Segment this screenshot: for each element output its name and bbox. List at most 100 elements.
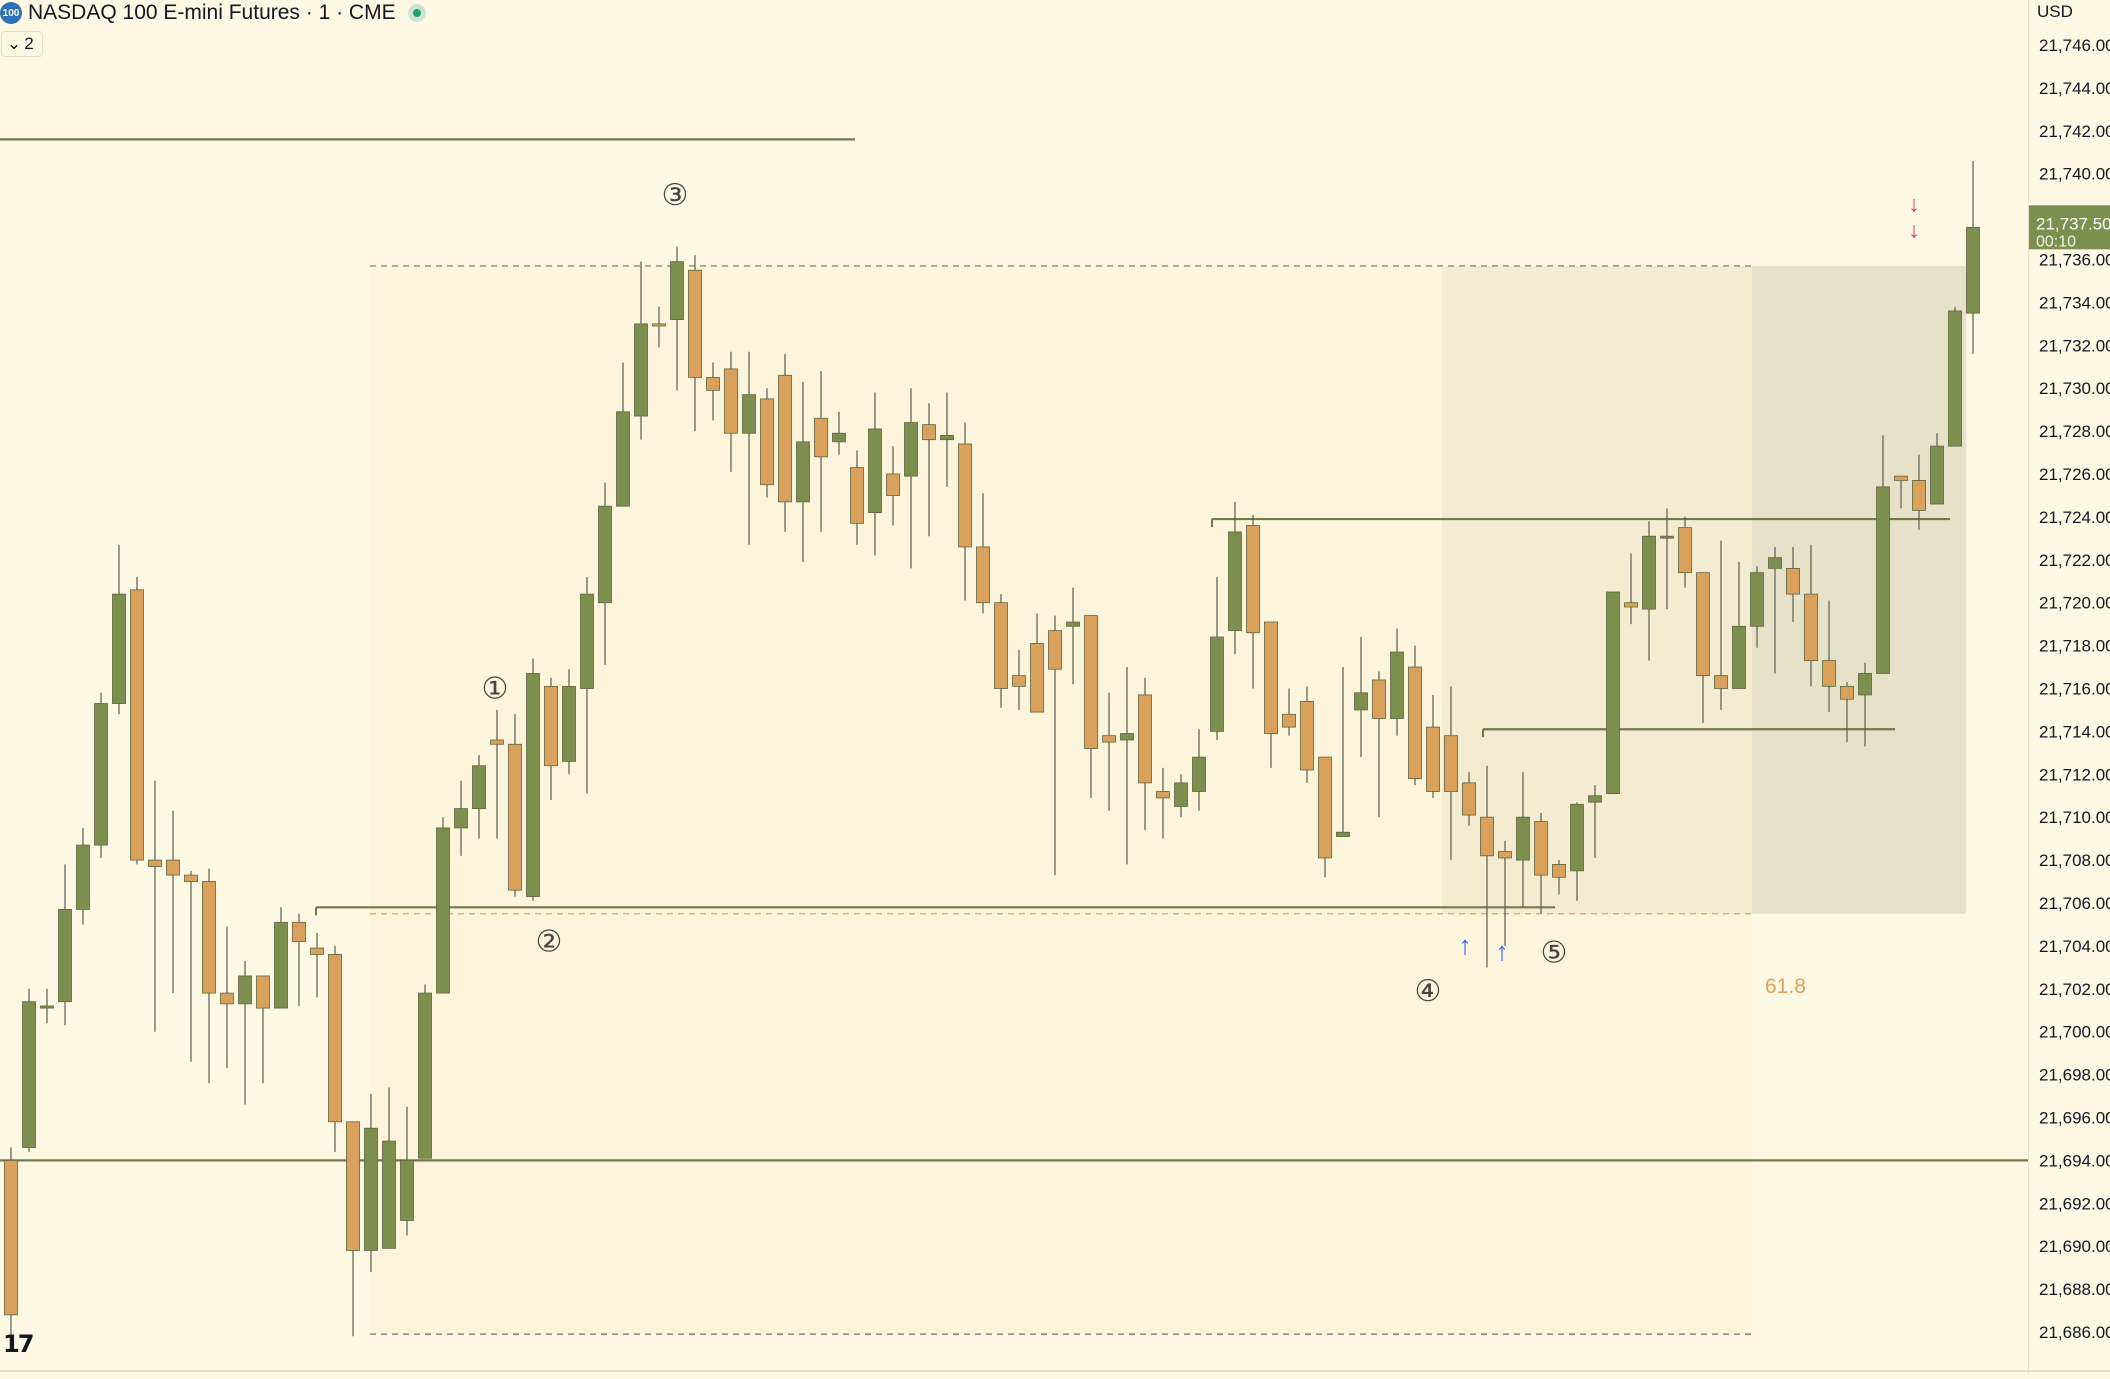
bear-candle — [724, 368, 738, 434]
bear-candle — [706, 377, 720, 391]
bear-candle — [1624, 602, 1638, 608]
bear-candle — [1480, 816, 1494, 857]
y-tick-label: 21,710.00 — [2039, 808, 2110, 827]
bull-candle — [1606, 591, 1620, 795]
bear-candle — [4, 1160, 18, 1316]
bear-candle — [1678, 527, 1692, 574]
y-tick-label: 21,706.00 — [2039, 894, 2110, 913]
y-tick-label: 21,746.00 — [2039, 36, 2110, 55]
bull-candle — [1930, 445, 1944, 505]
bull-candle — [1948, 310, 1962, 447]
bear-candle — [1426, 726, 1440, 792]
y-tick-label: 21,720.00 — [2039, 594, 2110, 613]
bear-candle — [1786, 567, 1800, 595]
bull-candle — [1570, 803, 1584, 872]
bull-candle — [418, 992, 432, 1159]
bear-candle — [1300, 700, 1314, 771]
bull-candle — [58, 909, 72, 1003]
chart-title[interactable]: NASDAQ 100 E-mini Futures · 1 · CME — [28, 1, 396, 24]
chevron-down-icon: ⌄ — [7, 34, 22, 53]
entry-arrow-icon: ↑ — [1496, 936, 1509, 966]
bull-candle — [940, 434, 954, 441]
bear-candle — [310, 947, 324, 955]
bull-candle — [454, 808, 468, 829]
bull-candle — [400, 1160, 414, 1221]
bull-candle — [1966, 226, 1980, 314]
bull-candle — [1516, 816, 1530, 861]
bear-candle — [1696, 572, 1710, 677]
bull-candle — [1066, 621, 1080, 627]
bear-candle — [1534, 821, 1548, 876]
bear-candle — [508, 743, 522, 891]
bull-candle — [112, 593, 126, 704]
exit-arrow-icon: ↓ — [1909, 192, 1920, 217]
indicator-collapse-button[interactable]: ⌄ 2 — [1, 31, 43, 57]
bear-candle — [1318, 756, 1332, 859]
wave-label: ⑤ — [1541, 936, 1568, 969]
bull-candle — [94, 703, 108, 846]
y-tick-label: 21,744.00 — [2039, 79, 2110, 98]
bear-candle — [760, 398, 774, 486]
market-status-icon[interactable] — [407, 4, 426, 22]
tradingview-logo[interactable]: 17 — [3, 1330, 34, 1358]
bear-candle — [1246, 525, 1260, 634]
bear-candle — [202, 881, 216, 994]
bull-candle — [616, 411, 630, 507]
y-tick-label: 21,718.00 — [2039, 637, 2110, 656]
bear-candle — [1444, 735, 1458, 792]
bull-candle — [904, 422, 918, 477]
bull-candle — [1210, 636, 1224, 732]
y-tick-label: 21,690.00 — [2039, 1237, 2110, 1256]
bear-candle — [1264, 621, 1278, 734]
bear-candle — [490, 739, 504, 745]
bear-candle — [1894, 475, 1908, 481]
y-tick-label: 21,686.00 — [2039, 1323, 2110, 1342]
bear-candle — [544, 685, 558, 767]
bull-candle — [1174, 782, 1188, 807]
bear-candle — [976, 546, 990, 604]
symbol-badge-icon[interactable]: 100 — [0, 2, 22, 24]
bear-candle — [958, 443, 972, 548]
bull-candle — [1228, 531, 1242, 631]
wave-label: ③ — [662, 179, 689, 212]
y-tick-label: 21,692.00 — [2039, 1194, 2110, 1213]
bear-candle — [1156, 791, 1170, 799]
bull-candle — [1660, 535, 1674, 539]
countdown-label: 00:10 — [2036, 233, 2076, 250]
bear-candle — [1498, 851, 1512, 859]
y-tick-label: 21,698.00 — [2039, 1066, 2110, 1085]
y-tick-label: 21,724.00 — [2039, 508, 2110, 527]
y-tick-label: 21,736.00 — [2039, 251, 2110, 270]
bear-candle — [184, 874, 198, 882]
bull-candle — [1750, 572, 1764, 627]
bear-candle — [688, 269, 702, 378]
y-tick-label: 21,714.00 — [2039, 722, 2110, 741]
bear-candle — [652, 323, 666, 327]
bear-candle — [922, 424, 936, 441]
bull-candle — [1354, 692, 1368, 711]
y-tick-label: 21,688.00 — [2039, 1280, 2110, 1299]
bull-candle — [472, 765, 486, 810]
bull-candle — [742, 394, 756, 434]
bear-candle — [1030, 643, 1044, 713]
bear-candle — [778, 374, 792, 503]
bull-candle — [1858, 673, 1872, 696]
y-tick-label: 21,740.00 — [2039, 165, 2110, 184]
currency-label[interactable]: USD — [2037, 2, 2073, 21]
y-tick-label: 21,716.00 — [2039, 680, 2110, 699]
bear-candle — [346, 1121, 360, 1251]
bull-candle — [868, 428, 882, 514]
bear-candle — [1372, 679, 1386, 719]
bear-candle — [886, 473, 900, 496]
bull-candle — [40, 1005, 54, 1009]
bull-candle — [238, 975, 252, 1005]
bull-candle — [580, 593, 594, 689]
bear-candle — [1462, 782, 1476, 816]
bear-candle — [148, 859, 162, 867]
bull-candle — [274, 921, 288, 1009]
bull-candle — [1588, 795, 1602, 803]
bear-candle — [130, 589, 144, 861]
y-tick-label: 21,708.00 — [2039, 851, 2110, 870]
